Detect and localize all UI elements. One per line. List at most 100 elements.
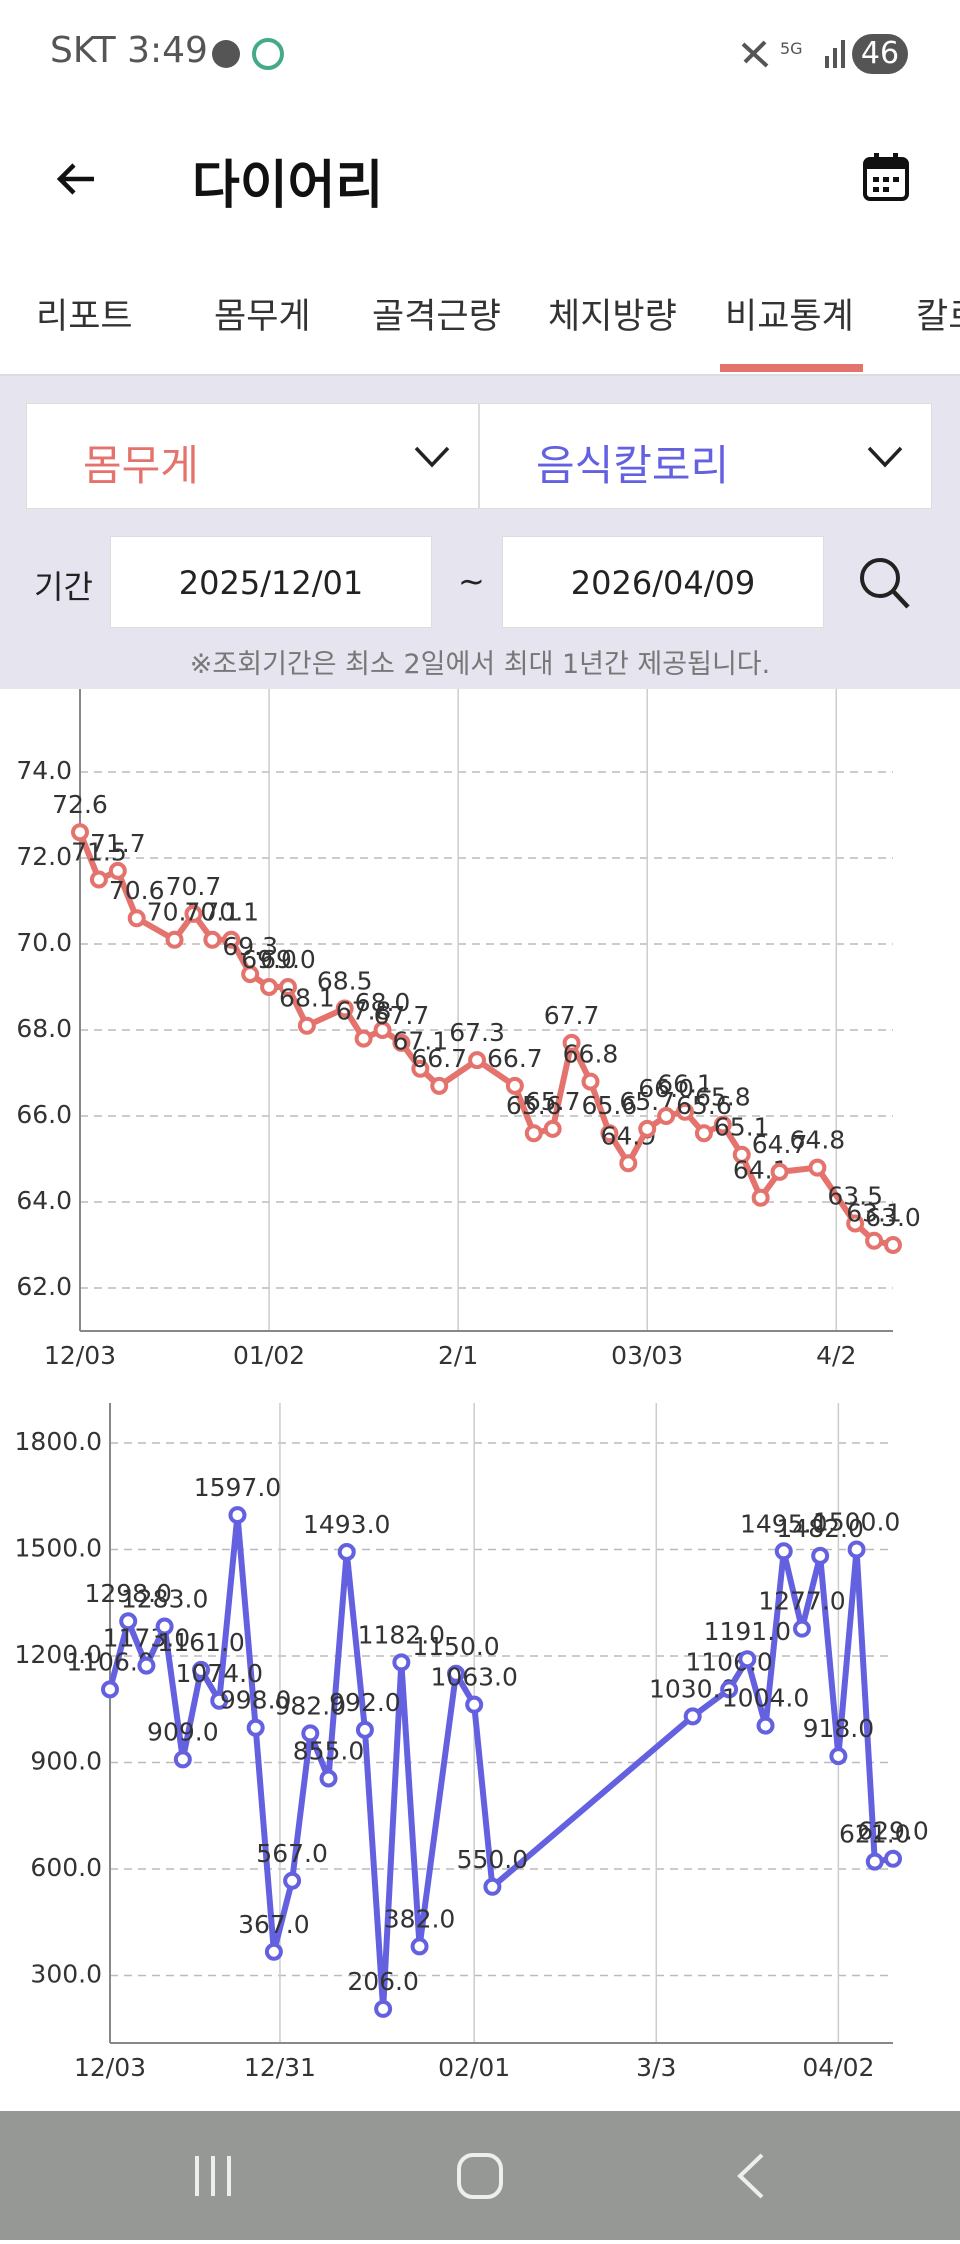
point bbox=[203, 930, 222, 949]
data-label: 1298.0 bbox=[84, 1579, 171, 1608]
data-label: 67.8 bbox=[336, 997, 392, 1026]
data-label: 66.7 bbox=[411, 1044, 467, 1073]
y-tick-label: 1500.0 bbox=[15, 1534, 102, 1563]
point bbox=[713, 1115, 732, 1134]
data-label: 67.1 bbox=[392, 1027, 448, 1056]
x-tick-label: 04/02 bbox=[802, 2053, 874, 2082]
point bbox=[392, 1033, 411, 1052]
data-label: 1074.0 bbox=[176, 1659, 263, 1688]
tab[interactable]: 칼로 bbox=[916, 297, 960, 337]
point bbox=[184, 904, 203, 923]
search-button[interactable] bbox=[858, 556, 910, 610]
y-tick-label: 68.0 bbox=[16, 1014, 72, 1043]
point bbox=[543, 1119, 562, 1138]
data-label: 621.0 bbox=[839, 1820, 911, 1849]
point bbox=[829, 1747, 848, 1766]
x-tick-label: 3/3 bbox=[636, 2053, 676, 2082]
point bbox=[657, 1107, 676, 1125]
point bbox=[774, 1542, 793, 1561]
point bbox=[155, 1617, 174, 1636]
tab[interactable]: 리포트 bbox=[36, 297, 133, 337]
point bbox=[619, 1154, 638, 1173]
y-tick-label: 1200.0 bbox=[15, 1640, 102, 1669]
x-tick-label: 12/31 bbox=[244, 2053, 316, 2082]
start-date[interactable]: 2025/12/01 bbox=[110, 536, 432, 628]
tab-bar: 리포트 몸무게 골격근량 체지방량 비교통계 칼로 bbox=[0, 250, 960, 376]
data-label: 1495.0 bbox=[740, 1509, 827, 1538]
point bbox=[524, 1124, 543, 1143]
point bbox=[600, 1124, 619, 1143]
point bbox=[846, 1214, 865, 1233]
data-label: 68.5 bbox=[317, 967, 373, 996]
data-label: 66.0 bbox=[638, 1074, 694, 1103]
status-icons bbox=[212, 38, 284, 70]
end-date[interactable]: 2026/04/09 bbox=[502, 536, 824, 628]
selector-label: 몸무게 bbox=[83, 441, 199, 490]
point bbox=[410, 1937, 429, 1956]
point bbox=[865, 1231, 884, 1250]
data-label: 68.1 bbox=[279, 984, 335, 1013]
point bbox=[222, 930, 241, 949]
data-label: 1500.0 bbox=[813, 1508, 900, 1537]
point bbox=[581, 1072, 600, 1091]
y-tick-label: 74.0 bbox=[16, 756, 72, 785]
charts: 62.0 64.0 66.0 68.0 70.0 72.0 74.0 12/03 01/02 2/… bbox=[15, 689, 929, 2082]
y-tick-label: 1800.0 bbox=[15, 1427, 102, 1456]
point bbox=[335, 999, 354, 1018]
y-tick-label: 62.0 bbox=[16, 1272, 72, 1301]
point bbox=[811, 1546, 830, 1565]
data-label: 69.0 bbox=[241, 945, 297, 974]
x-tick-label: 03/03 bbox=[611, 1341, 683, 1370]
point bbox=[278, 978, 297, 996]
selector[interactable]: 몸무게 bbox=[26, 403, 479, 509]
point bbox=[392, 1653, 411, 1672]
data-label: 67.7 bbox=[374, 1001, 430, 1030]
tab[interactable]: 체지방량 bbox=[548, 297, 677, 337]
point bbox=[756, 1716, 775, 1735]
status-bar: SKT 3:49 5G 46 bbox=[0, 0, 960, 107]
data-label: 70.1 bbox=[185, 898, 241, 927]
data-label: 367.0 bbox=[238, 1910, 310, 1939]
data-label: 992.0 bbox=[329, 1688, 401, 1717]
data-label: 1063.0 bbox=[430, 1663, 517, 1692]
svg-text:5G: 5G bbox=[780, 39, 803, 58]
point bbox=[297, 1016, 316, 1035]
x-tick-label: 12/03 bbox=[74, 2053, 146, 2082]
data-label: 65.8 bbox=[695, 1083, 751, 1112]
tab[interactable]: 몸무게 bbox=[214, 297, 311, 337]
carrier-time: SKT 3:49 bbox=[50, 30, 208, 71]
point bbox=[228, 1506, 247, 1525]
point bbox=[505, 1076, 524, 1095]
point bbox=[884, 1236, 902, 1254]
point bbox=[676, 1102, 695, 1121]
y-tick-label: 64.0 bbox=[16, 1186, 72, 1215]
point bbox=[808, 1158, 827, 1177]
data-label: 68.0 bbox=[355, 988, 411, 1017]
tab[interactable]: 비교통계 bbox=[725, 297, 854, 337]
period-note: ※조회기간은 최소 2일에서 최대 1년간 제공됩니다. bbox=[189, 649, 771, 680]
point bbox=[246, 1718, 265, 1737]
chevron bbox=[867, 446, 903, 468]
data-label: 382.0 bbox=[384, 1904, 456, 1933]
point bbox=[562, 1033, 581, 1052]
point bbox=[373, 1021, 392, 1039]
point bbox=[210, 1691, 229, 1710]
selector[interactable]: 음식칼로리 bbox=[479, 403, 932, 509]
point bbox=[638, 1119, 657, 1138]
calendar-button[interactable] bbox=[862, 151, 910, 203]
point bbox=[264, 1942, 283, 1961]
point bbox=[192, 1660, 211, 1679]
tab[interactable]: 골격근량 bbox=[372, 297, 501, 337]
data-label: 1173.0 bbox=[103, 1624, 190, 1653]
data-label: 63.0 bbox=[865, 1203, 921, 1232]
y-tick-label: 70.0 bbox=[16, 928, 72, 957]
data-label: 63.1 bbox=[846, 1199, 902, 1228]
point bbox=[720, 1680, 739, 1699]
point bbox=[374, 1999, 393, 2018]
point bbox=[792, 1619, 811, 1638]
data-label: 70.7 bbox=[166, 872, 222, 901]
selector-label: 음식칼로리 bbox=[536, 441, 730, 490]
point bbox=[137, 1656, 156, 1675]
back-button[interactable] bbox=[54, 157, 98, 201]
data-label: 65.6 bbox=[676, 1091, 732, 1120]
